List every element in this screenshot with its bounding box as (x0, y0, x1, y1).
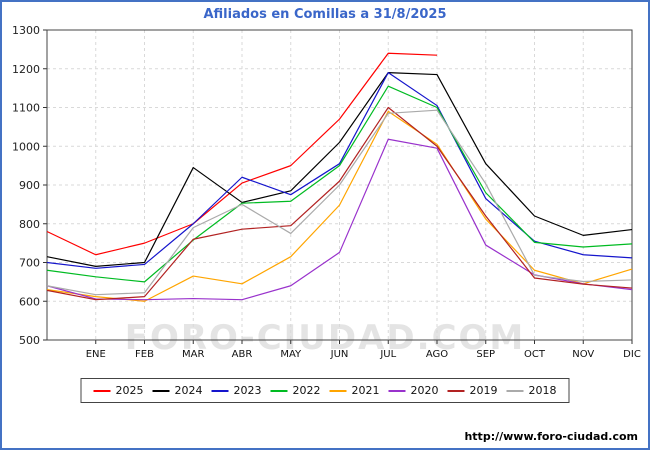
y-tick-label: 1300 (12, 26, 40, 37)
legend-item-2020: 2020 (388, 384, 439, 397)
plot-border (46, 29, 633, 341)
footer-url[interactable]: http://www.foro-ciudad.com (464, 430, 638, 443)
legend-label: 2021 (351, 384, 380, 397)
legend-swatch-2021 (329, 389, 347, 392)
legend-label: 2025 (115, 384, 144, 397)
legend-item-2022: 2022 (270, 384, 321, 397)
x-tick-label: JUN (330, 349, 349, 360)
legend-swatch-2023 (211, 389, 229, 392)
legend-item-2018: 2018 (506, 384, 557, 397)
y-tick-label: 1200 (12, 63, 40, 76)
y-tick-label: 600 (19, 295, 40, 308)
legend-swatch-2020 (388, 389, 406, 392)
legend-item-2024: 2024 (152, 384, 203, 397)
y-tick-label: 900 (19, 179, 40, 192)
x-tick-label: SEP (476, 349, 495, 360)
chart-legend: 2025 2024 2023 2022 2021 2020 2019 2018 (80, 378, 570, 403)
series-2021-line (46, 110, 633, 302)
legend-swatch-2025 (93, 389, 111, 392)
x-tick-label: AGO (426, 349, 448, 360)
legend-swatch-2019 (447, 389, 465, 392)
series-2019-line (46, 106, 633, 301)
x-tick-label: MAR (182, 349, 204, 360)
y-tick-label: 800 (19, 218, 40, 231)
y-tick-label: 1000 (12, 140, 40, 153)
affiliates-line-chart: 500 600 700 800 900 1000 1100 1200 1300 ENE FEB MAR… (12, 26, 641, 360)
x-tick-label: NOV (572, 349, 594, 360)
legend-label: 2018 (528, 384, 557, 397)
x-tick-label: FEB (135, 349, 154, 360)
series-2023-line (46, 72, 633, 269)
chart-title: Afiliados en Comillas a 31/8/2025 (203, 7, 447, 22)
x-tick-label: ABR (232, 349, 253, 360)
legend-label: 2022 (292, 384, 321, 397)
x-tick-label: MAY (280, 349, 302, 360)
x-tick-label: ENE (86, 349, 106, 360)
legend-item-2019: 2019 (447, 384, 498, 397)
series-2022-line (46, 85, 633, 283)
x-tick-label: JUL (379, 349, 396, 360)
legend-label: 2020 (410, 384, 439, 397)
y-tick-label: 1100 (12, 102, 40, 115)
series-2025-line (46, 52, 438, 256)
x-tick-label: OCT (524, 349, 546, 360)
series-2018-line (46, 109, 633, 296)
legend-swatch-2018 (506, 389, 524, 392)
legend-item-2021: 2021 (329, 384, 380, 397)
series-2024-line (46, 72, 633, 267)
watermark: FORO-CIUDAD.COM (124, 318, 526, 358)
legend-label: 2024 (174, 384, 203, 397)
y-tick-label: 700 (19, 257, 40, 270)
legend-swatch-2022 (270, 389, 288, 392)
legend-label: 2019 (469, 384, 498, 397)
x-tick-label: DIC (623, 349, 641, 360)
legend-item-2025: 2025 (93, 384, 144, 397)
legend-swatch-2024 (152, 389, 170, 392)
legend-label: 2023 (233, 384, 262, 397)
y-tick-label: 500 (19, 334, 40, 347)
legend-item-2023: 2023 (211, 384, 262, 397)
